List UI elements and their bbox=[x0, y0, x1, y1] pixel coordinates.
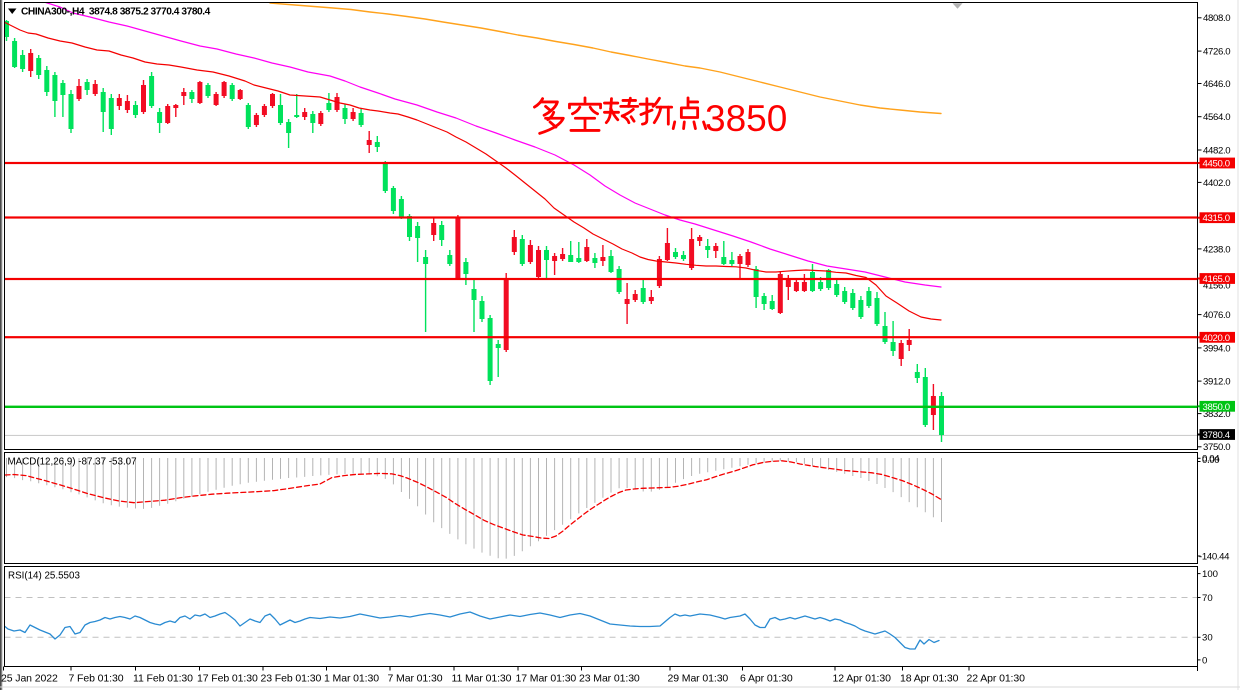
svg-text:25 Jan 2022: 25 Jan 2022 bbox=[1, 673, 58, 685]
svg-text:11 Feb 01:30: 11 Feb 01:30 bbox=[133, 673, 193, 685]
svg-text:18 Apr 01:30: 18 Apr 01:30 bbox=[900, 673, 959, 685]
svg-text:3994.0: 3994.0 bbox=[1203, 343, 1230, 354]
svg-text:CHINA300-,H4 3874.8 3875.2 37: CHINA300-,H4 3874.8 3875.2 3770.4 3780.4 bbox=[21, 7, 211, 18]
svg-text:4726.0: 4726.0 bbox=[1203, 47, 1230, 58]
svg-text:3832.0: 3832.0 bbox=[1203, 409, 1230, 420]
svg-text:4808.0: 4808.0 bbox=[1203, 13, 1230, 24]
svg-text:23 Mar 01:30: 23 Mar 01:30 bbox=[579, 673, 640, 685]
svg-text:MACD(12,26,9) -87.37 -53.07: MACD(12,26,9) -87.37 -53.07 bbox=[8, 457, 137, 468]
svg-text:3850: 3850 bbox=[705, 98, 787, 139]
svg-text:0: 0 bbox=[1202, 655, 1207, 666]
svg-text:30: 30 bbox=[1202, 633, 1213, 644]
svg-text:3780.4: 3780.4 bbox=[1203, 430, 1231, 441]
svg-text:4165.0: 4165.0 bbox=[1203, 274, 1230, 285]
svg-text:4315.0: 4315.0 bbox=[1203, 213, 1230, 224]
svg-text:-140.44: -140.44 bbox=[1199, 551, 1230, 562]
svg-text:4156.0: 4156.0 bbox=[1203, 281, 1230, 292]
svg-text:3850.0: 3850.0 bbox=[1203, 402, 1230, 413]
svg-text:4020.0: 4020.0 bbox=[1203, 333, 1230, 344]
svg-text:4564.0: 4564.0 bbox=[1203, 112, 1230, 123]
svg-text:RSI(14) 25.5503: RSI(14) 25.5503 bbox=[8, 570, 80, 581]
svg-text:0.00: 0.00 bbox=[1202, 455, 1219, 466]
svg-text:4646.0: 4646.0 bbox=[1203, 79, 1230, 90]
svg-text:100: 100 bbox=[1202, 569, 1218, 580]
svg-text:4402.0: 4402.0 bbox=[1203, 178, 1230, 189]
svg-text:4450.0: 4450.0 bbox=[1203, 159, 1230, 170]
svg-text:4238.0: 4238.0 bbox=[1203, 244, 1230, 255]
svg-text:22 Apr 01:30: 22 Apr 01:30 bbox=[967, 673, 1026, 685]
svg-text:17 Feb 01:30: 17 Feb 01:30 bbox=[197, 673, 258, 685]
svg-text:12 Apr 01:30: 12 Apr 01:30 bbox=[833, 673, 892, 685]
svg-text:23 Feb 01:30: 23 Feb 01:30 bbox=[261, 673, 322, 685]
svg-text:4482.0: 4482.0 bbox=[1203, 145, 1230, 156]
svg-text:11 Mar 01:30: 11 Mar 01:30 bbox=[452, 673, 512, 685]
svg-text:6 Apr 01:30: 6 Apr 01:30 bbox=[740, 673, 793, 685]
svg-text:7 Feb 01:30: 7 Feb 01:30 bbox=[69, 673, 124, 685]
svg-text:70: 70 bbox=[1202, 593, 1213, 604]
svg-text:17 Mar 01:30: 17 Mar 01:30 bbox=[516, 673, 577, 685]
svg-text:0.04: 0.04 bbox=[1202, 453, 1220, 464]
svg-text:4076.0: 4076.0 bbox=[1203, 310, 1230, 321]
svg-text:29 Mar 01:30: 29 Mar 01:30 bbox=[668, 673, 729, 685]
svg-text:1 Mar 01:30: 1 Mar 01:30 bbox=[324, 673, 379, 685]
svg-text:3912.0: 3912.0 bbox=[1203, 377, 1230, 388]
svg-text:3750.0: 3750.0 bbox=[1203, 442, 1230, 453]
svg-text:7 Mar 01:30: 7 Mar 01:30 bbox=[388, 673, 443, 685]
